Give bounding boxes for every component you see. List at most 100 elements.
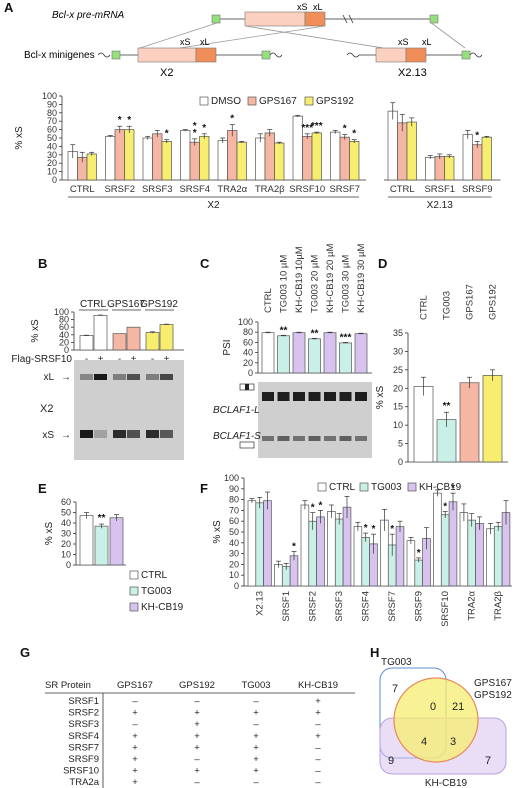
b-bar bbox=[79, 335, 94, 351]
minigene-x2-wave-left bbox=[97, 52, 111, 58]
a-bar bbox=[302, 135, 313, 181]
c-gel-band-long bbox=[293, 392, 305, 401]
e-y-tick-label: 30 bbox=[61, 529, 71, 539]
d-y-axis-label: % xS bbox=[375, 386, 386, 410]
g-table-cell: – bbox=[315, 766, 321, 777]
e-legend-swatch bbox=[129, 570, 139, 580]
f-significance-star: * bbox=[372, 524, 376, 535]
a-bar bbox=[236, 141, 247, 181]
f-significance-star: * bbox=[319, 500, 323, 511]
c-y-tick-label: 100 bbox=[238, 317, 253, 327]
f-x-tick-label: SRSF4 bbox=[361, 591, 372, 622]
a-y-tick-label: 60 bbox=[47, 125, 57, 135]
a-bar bbox=[86, 153, 97, 181]
a-x-tick-label: SRSF7 bbox=[329, 184, 360, 195]
e-bar bbox=[94, 525, 109, 566]
b-bar bbox=[145, 332, 160, 351]
g-table-cell: – bbox=[253, 719, 259, 730]
f-bar bbox=[433, 492, 442, 587]
d-x-tick-label: CTRL bbox=[419, 295, 430, 320]
f-x-tick-label: SRSF1 bbox=[281, 591, 292, 622]
table-g: SR Protein GPS167 GPS192 TG003 KH-CB19 SRSF1 –… bbox=[45, 680, 355, 788]
a-x-tick-label: TRA2α bbox=[217, 184, 247, 195]
a-significance-star: * bbox=[165, 129, 169, 140]
f-y-tick-label: 10 bbox=[229, 570, 239, 580]
a-y-tick-label: 50 bbox=[47, 133, 57, 143]
b-condition-label: - bbox=[85, 354, 88, 365]
e-legend-label: TG003 bbox=[141, 586, 172, 597]
c-gel-band-long bbox=[308, 392, 321, 401]
f-x-tick-label: X2.13 bbox=[255, 591, 266, 616]
e-bar bbox=[109, 517, 124, 566]
premrna-break-mark bbox=[342, 14, 354, 24]
f-significance-star: * bbox=[364, 523, 368, 534]
c-gel-band-long bbox=[262, 392, 274, 401]
a-significance-star: * bbox=[230, 114, 234, 125]
f-bar bbox=[308, 520, 317, 587]
a-x-tick-label: CTRL bbox=[70, 184, 95, 195]
f-y-axis-label: % xS bbox=[212, 520, 223, 544]
a-bar bbox=[472, 144, 483, 181]
e-legend-label: KH-CB19 bbox=[141, 602, 184, 613]
premrna-exon-xs bbox=[244, 11, 306, 27]
premrna-xs-label: xS bbox=[297, 2, 308, 12]
g-table-cell: – bbox=[315, 777, 321, 788]
a-bar bbox=[311, 132, 322, 181]
f-x-tick-label: SRSF2 bbox=[308, 591, 319, 622]
g-table-cell: + bbox=[315, 731, 321, 742]
e-y-axis-label: % xS bbox=[44, 522, 55, 546]
c-bar bbox=[308, 338, 321, 374]
a-significance-star: *** bbox=[311, 121, 323, 132]
panel-label-d: D bbox=[378, 256, 387, 271]
d-y-tick-label: 10 bbox=[393, 420, 403, 430]
a-x-tick-label: SRSF9 bbox=[462, 184, 493, 195]
minigene-x213-name: X2.13 bbox=[398, 67, 427, 79]
a-bar bbox=[387, 110, 398, 181]
c-y-tick-label: 80 bbox=[243, 327, 253, 337]
a-group-label-x2: X2 bbox=[207, 200, 220, 211]
minigene-x213-wave-left bbox=[346, 52, 360, 58]
e-legend-swatch bbox=[129, 586, 139, 596]
chart-d: 0 5 10 15 20 25 30 35 % xS CTRL TG003 ** GPS167 GPS19… bbox=[375, 284, 508, 467]
c-gel-band-short bbox=[277, 436, 290, 441]
d-y-tick-label: 30 bbox=[393, 346, 403, 356]
g-table-cell: + bbox=[132, 754, 138, 765]
b-bar bbox=[159, 324, 174, 351]
f-significance-star: * bbox=[417, 548, 421, 559]
d-x-tick-label: TG003 bbox=[442, 291, 453, 320]
f-bar bbox=[334, 518, 344, 587]
a-bar bbox=[189, 141, 200, 181]
minigene-x2-wave-right bbox=[269, 52, 283, 58]
a-significance-star: * bbox=[193, 121, 197, 132]
c-gel-label-long: BCLAF1-L bbox=[213, 405, 260, 416]
e-legend-swatch bbox=[129, 602, 139, 612]
h-venn-label-khcb19: KH-CB19 bbox=[425, 778, 468, 788]
g-table-cell: – bbox=[315, 719, 321, 730]
minigene-x213-xl-label: xL bbox=[422, 37, 432, 47]
g-table-row-label: SRSF7 bbox=[68, 742, 99, 753]
c-bar bbox=[277, 335, 290, 374]
b-y-tick-label: 100 bbox=[54, 307, 69, 317]
a-bar bbox=[444, 156, 455, 181]
a-y-tick-label: 30 bbox=[47, 150, 57, 160]
guide-line-3 bbox=[244, 25, 384, 49]
g-table-cell: + bbox=[194, 766, 200, 777]
b-bar bbox=[93, 315, 108, 351]
b-gel-band-xs bbox=[160, 430, 173, 438]
minigene-x213-exon-xs bbox=[375, 47, 407, 63]
a-bar bbox=[339, 136, 350, 181]
f-y-tick-label: 0 bbox=[234, 581, 239, 591]
a-x-tick-label: CTRL bbox=[390, 184, 415, 195]
f-bar bbox=[475, 523, 484, 587]
f-y-tick-label: 20 bbox=[229, 559, 239, 569]
c-y-axis-label: PSI bbox=[222, 339, 233, 355]
f-y-tick-label: 70 bbox=[229, 505, 239, 515]
c-y-tick-label: 60 bbox=[243, 337, 253, 347]
a-bar bbox=[349, 141, 360, 181]
a-bar bbox=[264, 132, 275, 181]
d-significance-star: ** bbox=[443, 401, 451, 412]
g-table-cell: + bbox=[253, 708, 259, 719]
